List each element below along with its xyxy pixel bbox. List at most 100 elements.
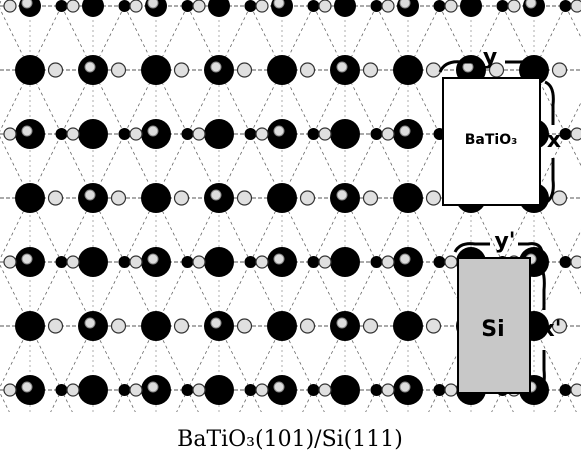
small-atom [434,384,446,396]
small-atom [119,128,131,140]
small-atom [308,128,320,140]
atom-core [274,254,284,264]
atom-core [22,254,32,264]
atom-core [400,382,410,392]
small-atom [427,191,441,205]
large-atom [78,247,108,277]
small-atom [56,128,68,140]
atom-core [274,126,284,136]
atom-core [148,254,158,264]
small-atom [445,384,457,396]
small-atom [193,256,205,268]
small-atom [175,191,189,205]
small-atom [308,0,320,12]
large-atom [15,55,45,85]
small-atom [175,319,189,333]
small-atom [364,191,378,205]
large-atom [78,375,108,405]
small-atom [364,63,378,77]
small-atom [49,63,63,77]
small-atom [371,384,383,396]
large-atom [82,0,104,17]
large-atom [141,311,171,341]
small-atom [4,0,16,12]
large-atom [15,311,45,341]
atom-core [211,190,221,200]
small-atom [245,384,257,396]
small-atom [382,384,394,396]
small-atom [319,256,331,268]
atom-core [211,318,221,328]
small-atom [560,128,572,140]
large-atom [141,55,171,85]
small-atom [256,128,268,140]
large-atom [267,55,297,85]
large-atom [141,183,171,213]
atom-core [85,318,95,328]
small-atom [301,63,315,77]
small-atom [182,256,194,268]
small-atom [434,256,446,268]
small-atom [319,384,331,396]
figure: y x BaTiO₃ y' x' Si BaTiO₃(101)/Si(111) [0,0,581,463]
small-atom [445,0,457,12]
atom-core [148,382,158,392]
small-atom [193,384,205,396]
large-atom [330,247,360,277]
small-atom [67,384,79,396]
small-atom [371,128,383,140]
small-atom [238,191,252,205]
small-atom [571,0,581,12]
small-atom [119,256,131,268]
small-atom [182,128,194,140]
x-label: x [547,128,561,153]
small-atom [112,319,126,333]
atom-core [400,0,410,8]
small-atom [427,63,441,77]
small-atom [238,319,252,333]
small-atom [382,256,394,268]
small-atom [56,256,68,268]
y-label: y [483,45,497,70]
small-atom [182,384,194,396]
small-atom [434,0,446,12]
atom-core [400,126,410,136]
atom-core [337,62,347,72]
small-atom [193,0,205,12]
small-atom [245,0,257,12]
small-atom [245,128,257,140]
large-atom [204,247,234,277]
x-prime-label: x' [541,317,562,342]
atom-core [337,190,347,200]
small-atom [256,256,268,268]
batio3-label: BaTiO₃ [465,132,518,148]
atom-core [85,190,95,200]
small-atom [67,128,79,140]
small-atom [4,256,16,268]
small-atom [175,63,189,77]
small-atom [497,0,509,12]
small-atom [319,0,331,12]
atom-core [274,382,284,392]
small-atom [553,63,567,77]
atom-core [22,0,32,8]
large-atom [393,55,423,85]
small-atom [182,0,194,12]
large-atom [204,375,234,405]
small-atom [382,128,394,140]
small-atom [571,256,581,268]
atom-core [337,318,347,328]
small-atom [553,191,567,205]
large-atom [267,311,297,341]
large-atom [460,0,482,17]
small-atom [560,0,572,12]
small-atom [238,63,252,77]
small-atom [130,0,142,12]
small-atom [308,384,320,396]
atom-core [22,126,32,136]
small-atom [49,191,63,205]
small-atom [301,319,315,333]
small-atom [56,0,68,12]
small-atom [560,384,572,396]
small-atom [193,128,205,140]
